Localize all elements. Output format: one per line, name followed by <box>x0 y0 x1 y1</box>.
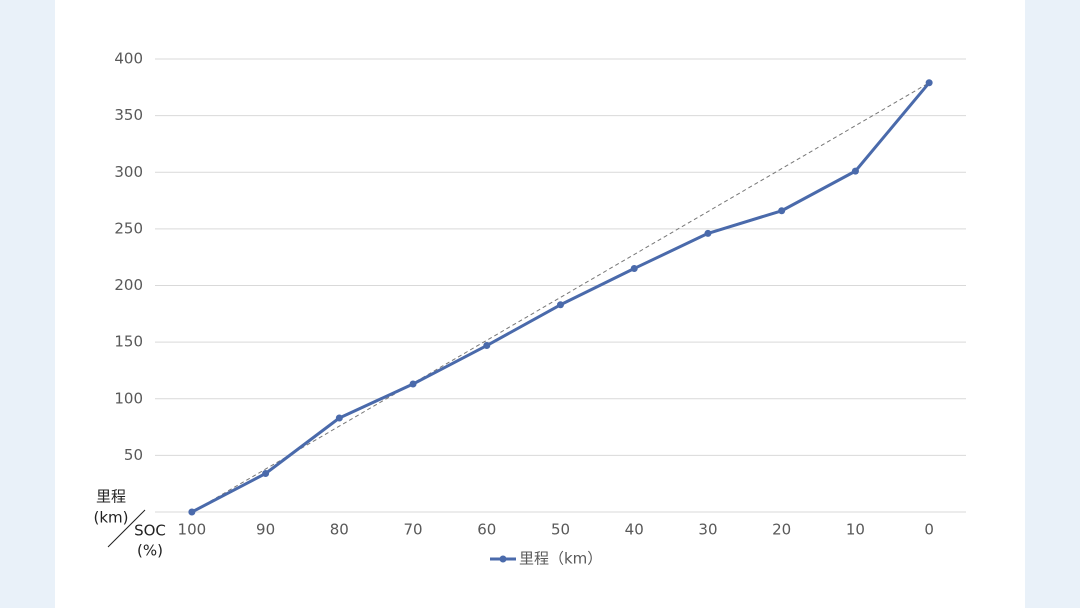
y-tick-label: 400 <box>114 50 143 68</box>
x-tick-label: 0 <box>924 521 934 539</box>
y-tick-label: 50 <box>124 446 143 464</box>
point <box>483 342 491 350</box>
point <box>704 229 712 237</box>
legend-marker <box>499 555 507 563</box>
point <box>188 508 196 516</box>
corner-divider <box>107 509 146 548</box>
point <box>630 265 638 273</box>
y-tick-label: 200 <box>114 276 143 294</box>
panel <box>55 0 1025 608</box>
point <box>409 380 417 388</box>
x-axis-label: (%) <box>137 542 163 560</box>
point <box>335 414 343 422</box>
point <box>557 301 564 309</box>
y-tick-label: 350 <box>114 106 143 124</box>
point <box>925 79 933 87</box>
x-tick-label: 10 <box>846 521 865 539</box>
point <box>851 167 859 175</box>
x-tick-label: 70 <box>403 521 422 539</box>
x-tick-label: 40 <box>625 521 644 539</box>
x-tick-label: 50 <box>551 521 570 539</box>
x-tick-label: 90 <box>256 521 275 539</box>
x-tick-label: 60 <box>477 521 496 539</box>
point <box>262 469 270 477</box>
x-tick-label: 100 <box>178 521 207 539</box>
x-tick-label: 20 <box>772 521 791 539</box>
y-tick-label: 250 <box>114 219 143 237</box>
y-axis-label: (km) <box>93 509 128 527</box>
trendline <box>191 82 930 513</box>
point <box>778 207 786 215</box>
y-tick-label: 100 <box>114 389 143 407</box>
legend-label: 里程（km） <box>519 550 602 568</box>
x-tick-label: 80 <box>330 521 349 539</box>
y-axis-label: 里程 <box>96 488 126 506</box>
y-tick-label: 150 <box>114 333 143 351</box>
y-tick-label: 300 <box>114 163 143 181</box>
x-tick-label: 30 <box>698 521 717 539</box>
x-axis-label: SOC <box>134 522 166 540</box>
